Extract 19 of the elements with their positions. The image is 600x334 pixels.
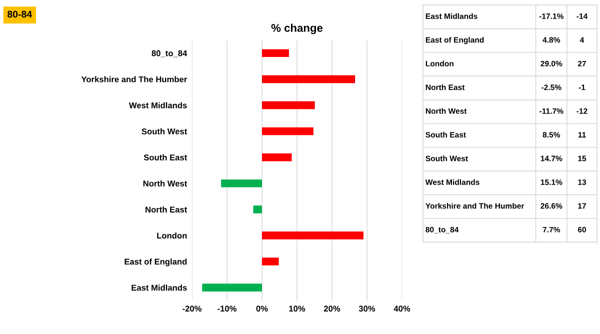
- x-tick-label: -10%: [218, 306, 237, 312]
- y-tick-label: South West: [142, 128, 188, 134]
- y-tick-label: 80_to_84: [152, 50, 188, 58]
- x-tick-label: 40%: [394, 306, 410, 312]
- y-tick-label: Yorkshire and The Humber: [81, 76, 188, 82]
- y-tick-label: North East: [146, 206, 188, 213]
- y-tick-label: North West: [143, 180, 188, 186]
- y-tick-label: South East: [144, 154, 188, 160]
- text: 80-84: [8, 10, 32, 18]
- x-tick-label: 30%: [358, 306, 376, 312]
- x-tick-label: 10%: [289, 306, 306, 312]
- x-tick-label: -20%: [182, 306, 202, 312]
- y-tick-label: East Midlands: [132, 284, 187, 291]
- y-tick-label: London: [157, 232, 187, 239]
- chart-title: % change: [271, 24, 323, 34]
- x-tick-label: 0%: [256, 306, 268, 312]
- y-tick-label: West Midlands: [128, 102, 187, 108]
- x-tick-label: 20%: [324, 306, 340, 312]
- y-tick-label: East of England: [124, 258, 187, 266]
